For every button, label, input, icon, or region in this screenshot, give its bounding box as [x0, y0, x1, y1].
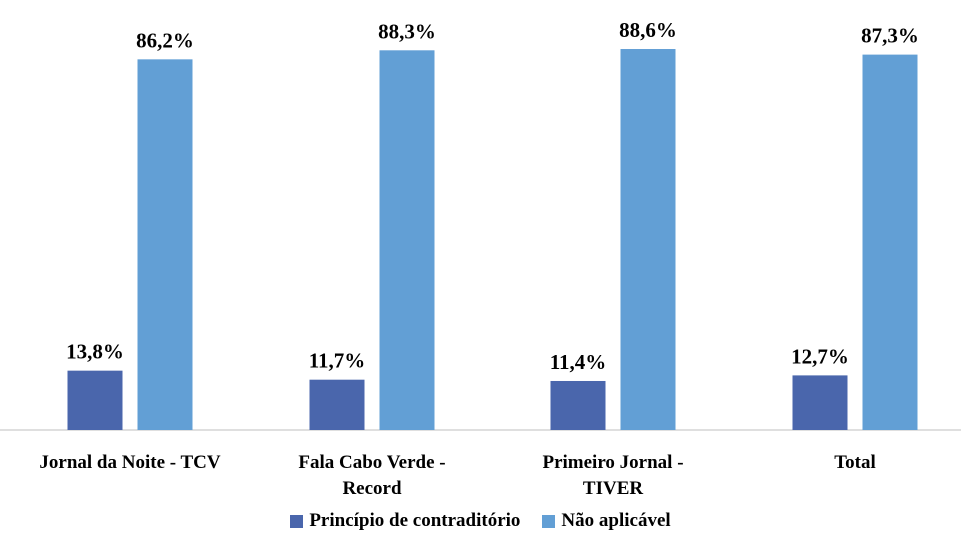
legend-swatch-nao-aplicavel	[542, 514, 556, 528]
data-label-nao-aplicavel-1: 88,3%	[378, 19, 436, 43]
bar-principio-3	[792, 375, 848, 430]
bar-nao-aplicavel-0	[137, 59, 193, 431]
category-label-1: Fala Cabo Verde -Record	[298, 452, 445, 499]
data-label-principio-1: 11,7%	[309, 349, 366, 373]
legend-item-nao-aplicavel: Não aplicável	[542, 510, 671, 532]
category-label-3: Total	[834, 452, 876, 473]
bar-nao-aplicavel-3	[862, 54, 918, 431]
category-label-0: Jornal da Noite - TCV	[39, 452, 220, 473]
legend-swatch-principio	[290, 514, 304, 528]
legend-item-principio: Princípio de contraditório	[290, 510, 520, 532]
data-label-principio-2: 11,4%	[550, 350, 607, 374]
bar-nao-aplicavel-1	[379, 50, 435, 431]
legend-label-principio: Princípio de contraditório	[309, 510, 521, 531]
data-label-nao-aplicavel-3: 87,3%	[861, 24, 919, 48]
bar-nao-aplicavel-2	[620, 49, 676, 431]
data-label-nao-aplicavel-2: 88,6%	[619, 18, 677, 42]
bar-principio-1	[309, 379, 365, 430]
bar-principio-0	[67, 370, 123, 430]
data-label-principio-3: 12,7%	[791, 344, 849, 368]
bar-principio-2	[550, 380, 606, 430]
category-label-2: Primeiro Jornal -TIVER	[542, 452, 683, 499]
data-label-nao-aplicavel-0: 86,2%	[136, 28, 194, 52]
data-label-principio-0: 13,8%	[66, 340, 124, 364]
legend-label-nao-aplicavel: Não aplicável	[561, 510, 671, 531]
bar-chart: 13,8% 11,7% 11,4% 12,7% 86,2% 88,3% 88,6% 87,3%…	[0, 18, 961, 499]
legend: Princípio de contraditório Não aplicável	[0, 510, 961, 532]
